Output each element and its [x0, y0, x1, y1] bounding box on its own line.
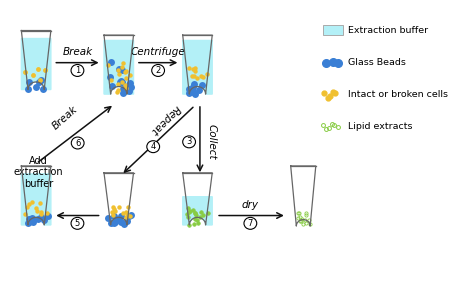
Text: Repeat: Repeat [149, 103, 182, 136]
Polygon shape [182, 197, 212, 225]
Circle shape [71, 217, 84, 229]
Text: 3: 3 [186, 137, 192, 146]
FancyBboxPatch shape [323, 25, 343, 35]
Text: Collect: Collect [206, 124, 216, 160]
Polygon shape [104, 35, 134, 94]
Circle shape [71, 137, 84, 149]
Polygon shape [104, 173, 134, 225]
Text: dry: dry [242, 200, 259, 210]
Polygon shape [182, 40, 212, 94]
Polygon shape [104, 40, 134, 94]
Text: Break: Break [63, 47, 92, 57]
Text: 7: 7 [248, 219, 253, 228]
Text: 5: 5 [75, 219, 80, 228]
Circle shape [147, 141, 160, 153]
Circle shape [71, 65, 84, 76]
Text: Lipid extracts: Lipid extracts [347, 122, 412, 132]
Text: 4: 4 [151, 142, 156, 151]
Polygon shape [182, 173, 212, 225]
Text: Centrifuge: Centrifuge [131, 47, 185, 57]
Circle shape [244, 217, 257, 229]
Text: Add
extraction
buffer: Add extraction buffer [14, 156, 64, 189]
Polygon shape [182, 35, 212, 94]
Text: 2: 2 [155, 66, 161, 75]
Circle shape [182, 136, 195, 148]
Text: Extraction buffer: Extraction buffer [347, 25, 428, 35]
Text: Intact or broken cells: Intact or broken cells [347, 90, 447, 99]
Circle shape [152, 65, 164, 76]
Polygon shape [21, 31, 51, 90]
Polygon shape [21, 39, 51, 90]
Polygon shape [21, 166, 51, 225]
Text: 6: 6 [75, 138, 81, 148]
Text: Break: Break [51, 104, 80, 132]
Polygon shape [291, 166, 316, 226]
Text: Glass Beads: Glass Beads [347, 58, 405, 67]
Text: 1: 1 [75, 66, 80, 75]
Polygon shape [21, 174, 51, 225]
